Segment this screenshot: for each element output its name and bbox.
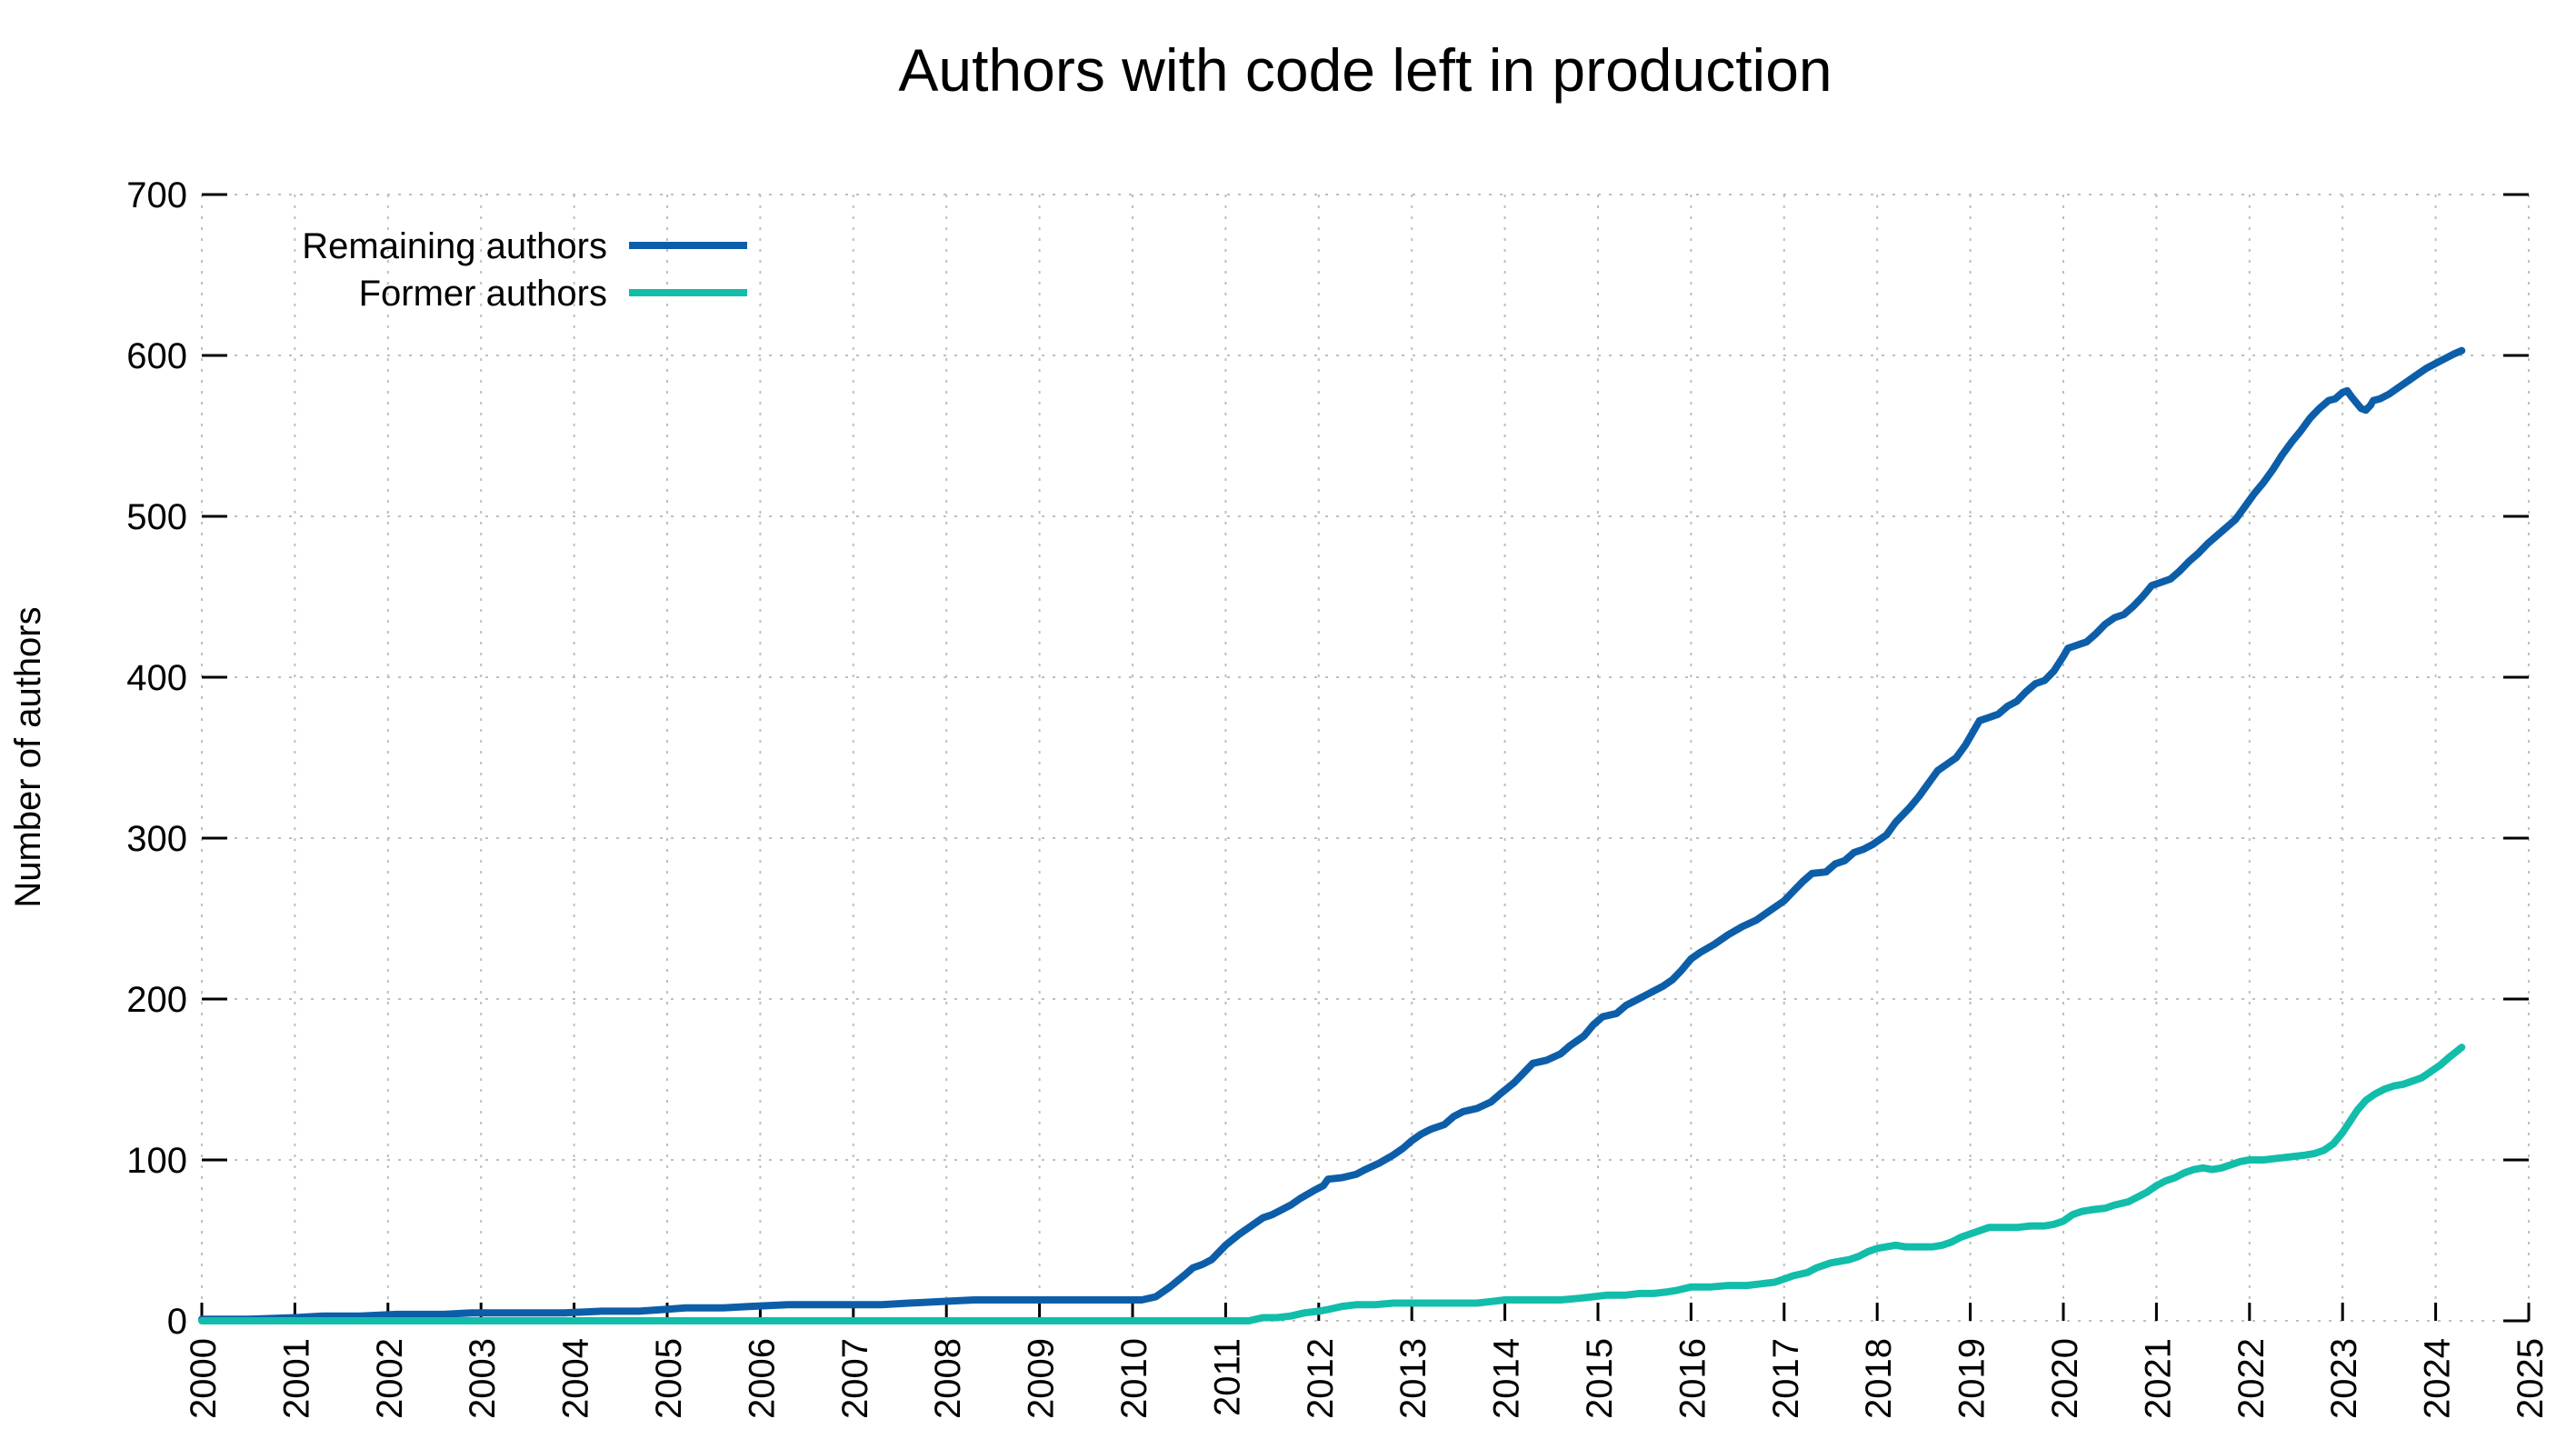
x-tick-label: 2011 <box>1207 1338 1247 1416</box>
x-tick-label: 2020 <box>2045 1338 2085 1419</box>
x-tick-label: 2023 <box>2324 1338 2364 1419</box>
x-tick-label: 2019 <box>1952 1338 1992 1419</box>
y-tick-label: 0 <box>167 1302 187 1342</box>
y-tick-label: 700 <box>126 175 187 215</box>
x-tick-label: 2007 <box>835 1338 875 1419</box>
x-tick-label: 2017 <box>1766 1338 1806 1419</box>
y-axis-title: Number of authors <box>8 606 48 907</box>
x-tick-label: 2015 <box>1580 1338 1620 1419</box>
x-tick-label: 2002 <box>370 1338 410 1419</box>
y-tick-label: 200 <box>126 980 187 1020</box>
grid-layer <box>201 194 2530 1322</box>
x-tick-label: 2004 <box>556 1338 596 1419</box>
y-tick-label: 500 <box>126 497 187 537</box>
x-tick-label: 2016 <box>1672 1338 1712 1419</box>
chart-title: Authors with code left in production <box>898 36 1832 104</box>
legend: Remaining authors Former authors <box>302 226 747 314</box>
x-tick-label: 2013 <box>1393 1338 1433 1419</box>
x-tick-label: 2000 <box>184 1338 224 1419</box>
series-layer <box>198 346 2466 1324</box>
x-tick-label: 2001 <box>276 1338 316 1419</box>
y-tick-label: 300 <box>126 819 187 859</box>
y-tick-label: 400 <box>126 658 187 698</box>
x-tick-label: 2009 <box>1022 1338 1062 1419</box>
tick-label-layer: 2000 2001 2002 2003 2004 2005 2006 2007 2008 2009… <box>126 175 2551 1419</box>
x-tick-label: 2018 <box>1859 1338 1899 1419</box>
x-tick-label: 2010 <box>1114 1338 1154 1419</box>
y-tick-label: 100 <box>126 1141 187 1181</box>
legend-label-remaining-authors: Remaining authors <box>302 226 607 266</box>
tick-layer <box>200 193 2531 1323</box>
x-tick-label: 2003 <box>463 1338 503 1419</box>
legend-label-former-authors: Former authors <box>359 274 607 314</box>
series-line-former-authors <box>198 1044 2466 1324</box>
y-tick-label: 600 <box>126 336 187 376</box>
series-line-remaining-authors <box>198 346 2466 1324</box>
x-tick-label: 2014 <box>1487 1338 1527 1419</box>
x-tick-label: 2005 <box>649 1338 689 1419</box>
x-tick-label: 2025 <box>2511 1338 2551 1419</box>
x-tick-label: 2006 <box>742 1338 782 1419</box>
x-tick-label: 2012 <box>1301 1338 1341 1419</box>
x-tick-label: 2022 <box>2232 1338 2271 1419</box>
x-tick-label: 2024 <box>2418 1338 2458 1419</box>
x-tick-label: 2008 <box>928 1338 968 1419</box>
x-tick-label: 2021 <box>2138 1338 2178 1419</box>
